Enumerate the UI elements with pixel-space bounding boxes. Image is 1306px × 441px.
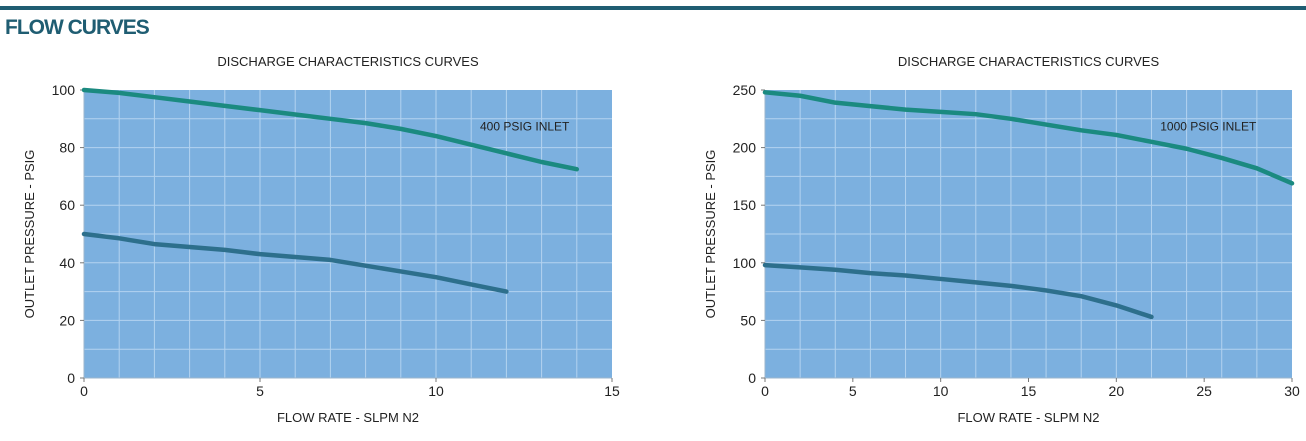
header-rule [0, 6, 1306, 10]
y-tick-label: 20 [59, 312, 75, 328]
x-tick-label: 0 [761, 383, 769, 399]
y-axis-label: OUTLET PRESSURE - PSIG [22, 150, 37, 319]
x-axis-label: FLOW RATE - SLPM N2 [277, 410, 419, 425]
x-tick-label: 25 [1196, 383, 1212, 399]
y-tick-label: 60 [59, 197, 75, 213]
x-tick-label: 5 [256, 383, 264, 399]
y-tick-label: 200 [733, 140, 757, 156]
series-line [762, 90, 1295, 186]
x-tick-label: 10 [933, 383, 949, 399]
chart: 0 5 10 15 20 25 30 0 50 100 150 200 250 DISCHARGE CHA… [703, 54, 1300, 425]
y-tick-label: 0 [67, 370, 75, 386]
section-title: FLOW CURVES [5, 16, 150, 39]
x-tick-label: 15 [604, 383, 620, 399]
series-label: 1000 PSIG INLET [1160, 119, 1257, 133]
series-label: 400 PSIG INLET [480, 119, 570, 133]
y-tick-label: 0 [748, 370, 756, 386]
y-tick-label: 150 [733, 197, 757, 213]
y-tick-label: 80 [59, 140, 75, 156]
y-tick-label: 100 [52, 82, 76, 98]
series-line [81, 87, 580, 172]
x-tick-label: 0 [80, 383, 88, 399]
chart-title: DISCHARGE CHARACTERISTICS CURVES [898, 54, 1160, 69]
x-tick-label: 5 [849, 383, 857, 399]
chart: 0 5 10 15 0 20 40 60 80 100 DISCHARGE CHARACTERIST… [22, 54, 620, 425]
y-tick-label: 50 [740, 312, 756, 328]
x-axis-label: FLOW RATE - SLPM N2 [957, 410, 1099, 425]
y-tick-label: 250 [733, 82, 757, 98]
series-line [762, 262, 1154, 320]
x-tick-label: 10 [428, 383, 444, 399]
x-tick-label: 30 [1284, 383, 1300, 399]
y-tick-label: 100 [733, 255, 757, 271]
y-axis-label: OUTLET PRESSURE - PSIG [703, 150, 718, 319]
chart-title: DISCHARGE CHARACTERISTICS CURVES [217, 54, 479, 69]
x-tick-label: 15 [1021, 383, 1037, 399]
y-tick-label: 40 [59, 255, 75, 271]
series-line [81, 231, 509, 294]
x-tick-label: 20 [1109, 383, 1125, 399]
